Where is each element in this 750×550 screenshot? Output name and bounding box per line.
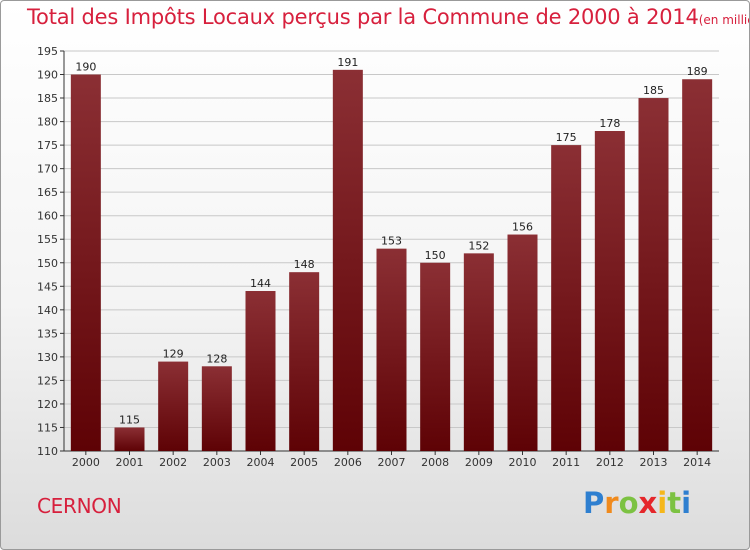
bar-2006 — [332, 69, 363, 451]
bar-2008 — [420, 262, 451, 451]
y-tick-label: 135 — [37, 327, 58, 340]
y-tick-label: 165 — [37, 186, 58, 199]
y-tick-label: 175 — [37, 139, 58, 152]
y-tick-label: 145 — [37, 280, 58, 293]
y-tick-label: 110 — [37, 445, 58, 458]
x-tick-label-2012: 2012 — [596, 456, 624, 469]
data-labels: 190 115 129 128 144 148 191 153 150 152 156 175 178 1… — [75, 56, 707, 427]
brand-letter: t — [667, 486, 682, 520]
x-tick-label-2013: 2013 — [640, 456, 668, 469]
brand-letter: x — [638, 486, 658, 520]
bar-2007 — [376, 248, 407, 451]
brand-letter: r — [604, 486, 619, 520]
bar-2001 — [114, 427, 145, 451]
chart-title: Total des Impôts Locaux perçus par la Co… — [27, 5, 749, 29]
x-tick-label-2014: 2014 — [683, 456, 711, 469]
y-tick-label: 150 — [37, 257, 58, 270]
x-tick-label-2000: 2000 — [72, 456, 100, 469]
commune-name: CERNON — [37, 494, 122, 518]
data-label-2011: 175 — [556, 131, 577, 144]
bar-2004 — [245, 291, 276, 451]
data-label-2006: 191 — [337, 56, 358, 69]
chart-subtitle: (en milliers d'€) — [698, 13, 749, 27]
data-label-2013: 185 — [643, 84, 664, 97]
x-tick-label-2011: 2011 — [552, 456, 580, 469]
bar-2012 — [594, 131, 625, 451]
y-tick-label: 140 — [37, 304, 58, 317]
y-tick-label: 120 — [37, 398, 58, 411]
x-tick-label-2001: 2001 — [116, 456, 144, 469]
x-tick-label-2002: 2002 — [159, 456, 187, 469]
title-text: Total des Impôts Locaux perçus par la Co… — [27, 5, 699, 29]
bar-2010 — [507, 234, 538, 451]
bar-2014 — [682, 79, 713, 451]
y-tick-label: 180 — [37, 116, 58, 129]
x-tick-label-2003: 2003 — [203, 456, 231, 469]
data-label-2003: 128 — [206, 352, 227, 365]
brand-letter: i — [681, 486, 692, 520]
bar-2003 — [201, 366, 232, 451]
data-label-2012: 178 — [599, 117, 620, 130]
y-tick-label: 155 — [37, 233, 58, 246]
y-tick-label: 195 — [37, 45, 58, 58]
data-label-2009: 152 — [468, 239, 489, 252]
y-tick-label: 130 — [37, 351, 58, 364]
proxiti-logo: Proxiti — [583, 486, 691, 520]
data-label-2007: 153 — [381, 235, 402, 248]
bar-2011 — [551, 145, 582, 451]
x-tick-label-2006: 2006 — [334, 456, 362, 469]
x-tick-label-2009: 2009 — [465, 456, 493, 469]
brand-letter: o — [618, 486, 639, 520]
x-tick-label-2004: 2004 — [247, 456, 275, 469]
x-tick-label-2007: 2007 — [378, 456, 406, 469]
data-label-2010: 156 — [512, 221, 533, 234]
y-tick-label: 190 — [37, 69, 58, 82]
y-tick-label: 115 — [37, 421, 58, 434]
y-tick-label: 125 — [37, 374, 58, 387]
x-tick-label-2008: 2008 — [421, 456, 449, 469]
x-tick-label-2005: 2005 — [290, 456, 318, 469]
y-tick-label: 160 — [37, 210, 58, 223]
data-label-2001: 115 — [119, 413, 140, 426]
bars — [70, 69, 713, 451]
data-label-2004: 144 — [250, 277, 271, 290]
data-label-2000: 190 — [75, 61, 96, 74]
y-tick-label: 170 — [37, 163, 58, 176]
bar-2000 — [70, 74, 101, 451]
data-label-2002: 129 — [163, 348, 184, 361]
bar-2002 — [158, 361, 189, 451]
data-label-2008: 150 — [425, 249, 446, 262]
bar-2005 — [289, 272, 320, 451]
data-label-2005: 148 — [294, 258, 315, 271]
bar-2009 — [463, 253, 494, 451]
bar-2013 — [638, 98, 669, 451]
brand-letter: P — [583, 486, 605, 520]
brand-letter: i — [657, 486, 668, 520]
x-tick-label-2010: 2010 — [509, 456, 537, 469]
y-tick-label: 185 — [37, 92, 58, 105]
data-label-2014: 189 — [687, 65, 708, 78]
